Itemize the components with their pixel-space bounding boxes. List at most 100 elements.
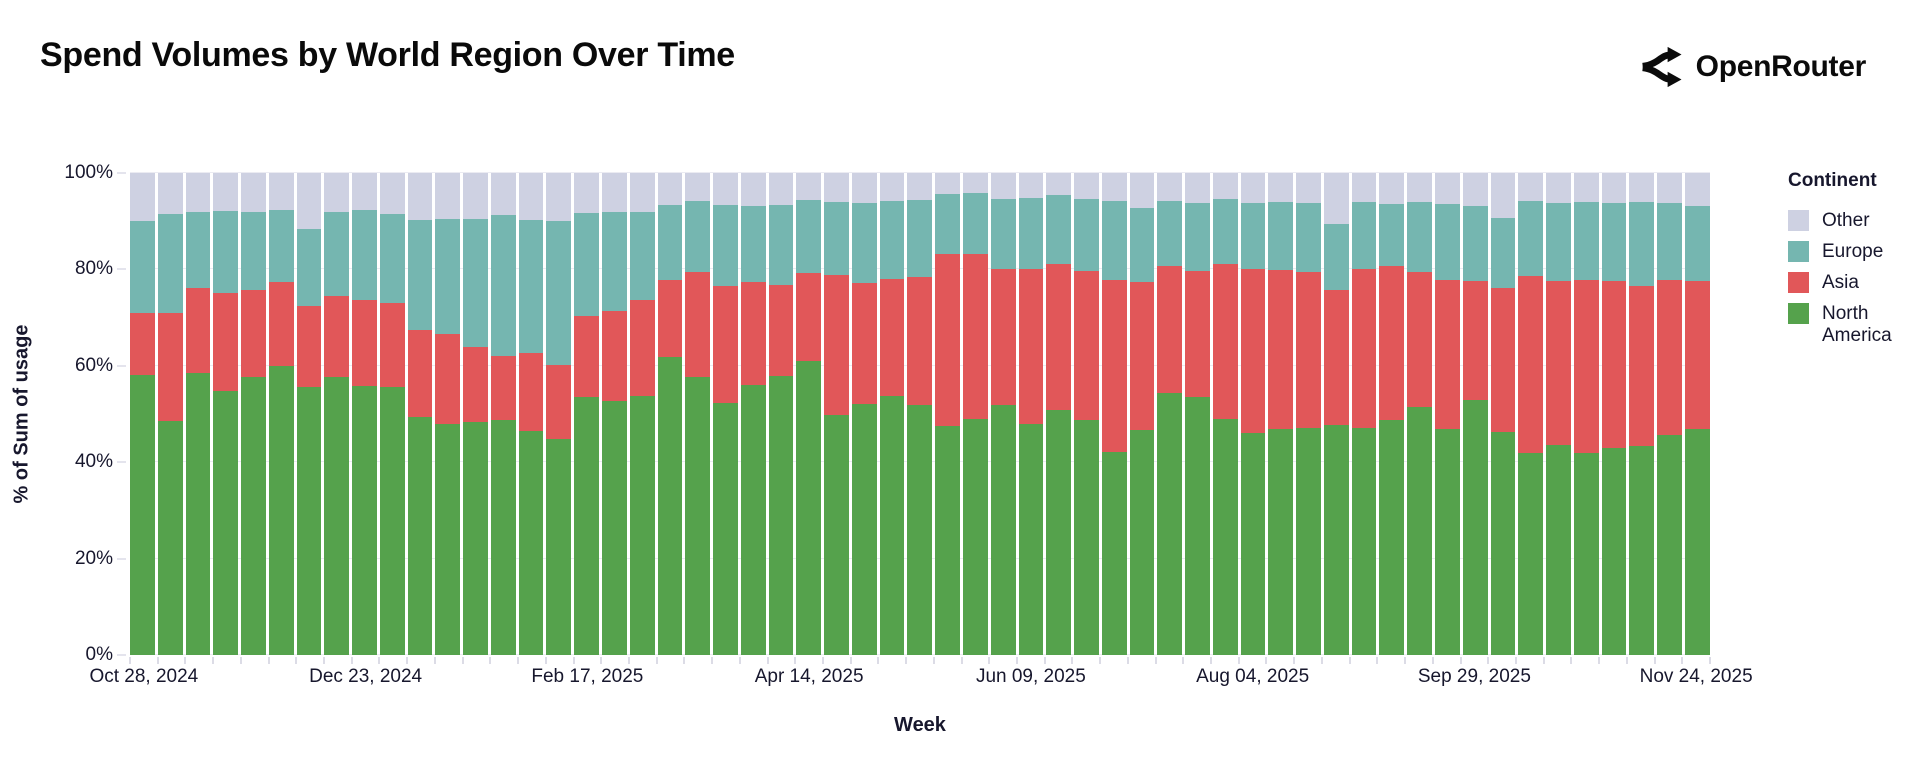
bar-segment[interactable]	[435, 173, 461, 219]
bar-segment[interactable]	[185, 288, 211, 373]
bar-segment[interactable]	[1462, 399, 1488, 655]
bar-segment[interactable]	[1462, 173, 1488, 206]
bar-week-8[interactable]	[352, 173, 377, 655]
bar-segment[interactable]	[879, 279, 905, 397]
bar-segment[interactable]	[463, 422, 488, 655]
bar-segment[interactable]	[1546, 203, 1571, 282]
bar-segment[interactable]	[740, 384, 766, 655]
bar-segment[interactable]	[1074, 199, 1099, 272]
bar-segment[interactable]	[1212, 263, 1238, 419]
bar-segment[interactable]	[1351, 201, 1377, 269]
bar-week-0[interactable]	[130, 173, 155, 655]
bar-segment[interactable]	[1434, 428, 1460, 655]
bar-week-44[interactable]	[1351, 173, 1377, 655]
bar-segment[interactable]	[824, 274, 849, 416]
bar-segment[interactable]	[1018, 424, 1044, 655]
bar-week-9[interactable]	[379, 173, 405, 655]
bar-segment[interactable]	[1018, 268, 1044, 425]
bar-segment[interactable]	[685, 376, 711, 655]
bar-segment[interactable]	[685, 173, 711, 201]
bar-week-26[interactable]	[851, 173, 877, 655]
bar-segment[interactable]	[990, 198, 1016, 269]
bar-segment[interactable]	[990, 404, 1016, 655]
bar-segment[interactable]	[379, 213, 405, 304]
bar-segment[interactable]	[1379, 173, 1405, 205]
bar-week-51[interactable]	[1546, 173, 1571, 655]
bar-segment[interactable]	[1407, 407, 1432, 655]
bar-segment[interactable]	[1379, 265, 1405, 420]
bar-segment[interactable]	[546, 221, 572, 365]
bar-week-55[interactable]	[1657, 173, 1682, 655]
bar-segment[interactable]	[574, 173, 600, 213]
bar-segment[interactable]	[713, 173, 738, 206]
bar-week-47[interactable]	[1434, 173, 1460, 655]
bar-segment[interactable]	[1046, 173, 1072, 196]
bar-segment[interactable]	[1462, 205, 1488, 282]
bar-segment[interactable]	[157, 173, 183, 215]
bar-week-31[interactable]	[990, 173, 1016, 655]
bar-week-11[interactable]	[435, 173, 461, 655]
bar-week-10[interactable]	[407, 173, 433, 655]
bar-segment[interactable]	[268, 210, 294, 282]
bar-segment[interactable]	[546, 439, 572, 655]
bar-segment[interactable]	[1240, 173, 1266, 204]
bar-segment[interactable]	[296, 306, 322, 388]
bar-segment[interactable]	[935, 425, 960, 655]
bar-segment[interactable]	[1379, 204, 1405, 266]
bar-segment[interactable]	[935, 173, 960, 195]
bar-segment[interactable]	[1684, 173, 1710, 206]
bar-segment[interactable]	[1657, 435, 1682, 655]
bar-segment[interactable]	[1351, 173, 1377, 202]
bar-week-17[interactable]	[602, 173, 627, 655]
bar-week-14[interactable]	[518, 173, 544, 655]
legend-item-north-america[interactable]: North America	[1788, 303, 1914, 347]
bar-week-13[interactable]	[490, 173, 516, 655]
bar-week-2[interactable]	[185, 173, 211, 655]
bar-segment[interactable]	[768, 375, 794, 655]
bar-segment[interactable]	[907, 405, 933, 655]
bar-segment[interactable]	[1074, 271, 1099, 420]
bar-week-21[interactable]	[713, 173, 738, 655]
bar-week-22[interactable]	[740, 173, 766, 655]
bar-segment[interactable]	[1296, 203, 1321, 273]
bar-segment[interactable]	[490, 355, 516, 420]
bar-segment[interactable]	[352, 210, 377, 300]
bar-segment[interactable]	[713, 285, 738, 403]
bar-segment[interactable]	[1074, 173, 1099, 200]
bar-segment[interactable]	[1490, 432, 1516, 655]
bar-segment[interactable]	[851, 283, 877, 404]
bar-week-19[interactable]	[657, 173, 683, 655]
bar-segment[interactable]	[379, 173, 405, 214]
bar-week-53[interactable]	[1601, 173, 1627, 655]
bar-segment[interactable]	[796, 273, 822, 362]
bar-segment[interactable]	[935, 254, 960, 426]
bar-segment[interactable]	[1018, 197, 1044, 269]
bar-segment[interactable]	[851, 173, 877, 204]
bar-segment[interactable]	[629, 211, 655, 300]
bar-segment[interactable]	[1129, 207, 1155, 283]
bar-segment[interactable]	[352, 299, 377, 387]
bar-segment[interactable]	[1101, 452, 1127, 655]
bar-week-32[interactable]	[1018, 173, 1044, 655]
bar-segment[interactable]	[1212, 198, 1238, 264]
bar-segment[interactable]	[1157, 200, 1183, 266]
bar-segment[interactable]	[1212, 173, 1238, 199]
bar-segment[interactable]	[1129, 429, 1155, 655]
bar-week-42[interactable]	[1296, 173, 1321, 655]
bar-segment[interactable]	[824, 173, 849, 203]
bar-segment[interactable]	[907, 276, 933, 406]
bar-segment[interactable]	[1240, 268, 1266, 434]
bar-segment[interactable]	[490, 215, 516, 356]
bar-segment[interactable]	[546, 364, 572, 440]
bar-segment[interactable]	[574, 316, 600, 398]
bar-segment[interactable]	[796, 361, 822, 655]
bar-segment[interactable]	[518, 353, 544, 431]
bar-segment[interactable]	[1185, 397, 1210, 655]
bar-week-25[interactable]	[824, 173, 849, 655]
bar-segment[interactable]	[629, 299, 655, 397]
bar-week-50[interactable]	[1518, 173, 1544, 655]
bar-segment[interactable]	[1157, 265, 1183, 393]
bar-segment[interactable]	[463, 347, 488, 423]
bar-segment[interactable]	[130, 173, 155, 222]
bar-segment[interactable]	[546, 173, 572, 222]
